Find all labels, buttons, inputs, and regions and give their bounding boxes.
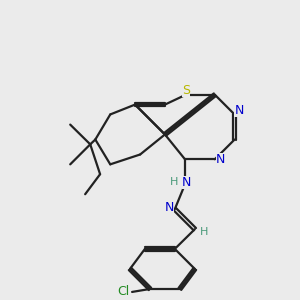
- Text: N: N: [234, 104, 244, 117]
- Text: H: H: [200, 226, 208, 237]
- Text: S: S: [182, 84, 190, 97]
- Text: N: N: [182, 176, 191, 189]
- Text: H: H: [169, 177, 178, 187]
- Text: Cl: Cl: [118, 285, 130, 298]
- Text: N: N: [216, 153, 226, 166]
- Text: N: N: [165, 201, 174, 214]
